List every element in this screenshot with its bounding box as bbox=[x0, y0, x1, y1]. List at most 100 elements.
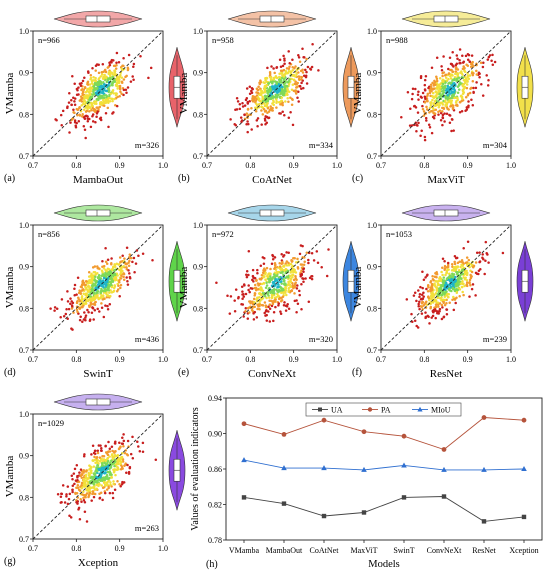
data-point bbox=[96, 293, 99, 297]
data-point bbox=[113, 263, 117, 267]
data-point bbox=[425, 287, 428, 291]
data-point bbox=[463, 69, 466, 73]
data-point bbox=[92, 291, 96, 295]
data-point bbox=[255, 316, 259, 319]
data-point bbox=[290, 265, 294, 269]
data-point bbox=[485, 251, 488, 255]
data-point bbox=[109, 294, 112, 298]
data-point bbox=[265, 76, 269, 80]
data-point bbox=[84, 316, 87, 319]
data-point bbox=[458, 59, 461, 62]
data-point bbox=[78, 471, 81, 474]
data-point bbox=[461, 61, 465, 64]
data-point bbox=[95, 483, 98, 487]
data-point bbox=[283, 57, 286, 60]
data-point bbox=[90, 453, 93, 456]
data-point bbox=[445, 313, 449, 316]
data-point bbox=[55, 119, 58, 122]
data-point bbox=[264, 310, 268, 313]
data-point bbox=[125, 91, 128, 94]
data-point bbox=[482, 61, 485, 64]
data-point bbox=[435, 288, 439, 291]
legend-frame bbox=[305, 402, 462, 417]
data-point bbox=[454, 101, 458, 104]
data-point bbox=[442, 71, 446, 74]
data-point bbox=[431, 94, 434, 98]
data-point bbox=[467, 258, 471, 262]
data-point bbox=[463, 86, 466, 90]
data-point bbox=[472, 65, 475, 68]
data-point bbox=[291, 275, 294, 279]
data-point bbox=[79, 497, 82, 501]
data-point bbox=[413, 291, 417, 294]
data-point bbox=[98, 76, 101, 80]
data-point bbox=[448, 301, 451, 305]
data-point bbox=[433, 282, 436, 285]
data-point bbox=[88, 293, 91, 296]
data-point bbox=[406, 91, 410, 94]
data-point bbox=[460, 263, 463, 266]
data-point bbox=[261, 95, 264, 99]
data-point bbox=[259, 79, 262, 82]
data-point bbox=[243, 284, 246, 287]
data-point bbox=[456, 261, 460, 265]
data-point bbox=[253, 294, 256, 297]
data-point bbox=[92, 465, 96, 468]
data-point bbox=[441, 266, 444, 270]
data-point bbox=[76, 276, 80, 279]
data-point bbox=[81, 320, 84, 323]
data-point bbox=[264, 278, 267, 281]
data-point bbox=[287, 116, 291, 119]
data-point bbox=[416, 111, 420, 114]
data-point bbox=[106, 267, 110, 270]
data-point bbox=[455, 62, 459, 65]
data-point bbox=[104, 304, 107, 307]
data-point bbox=[268, 303, 272, 306]
data-point bbox=[259, 91, 263, 95]
data-point bbox=[132, 62, 136, 66]
data-point bbox=[86, 308, 89, 312]
data-point bbox=[112, 482, 115, 486]
data-point bbox=[260, 282, 264, 286]
data-point bbox=[100, 283, 104, 286]
data-point bbox=[109, 280, 113, 283]
data-point bbox=[300, 269, 303, 272]
data-point bbox=[277, 276, 281, 279]
data-point bbox=[94, 286, 97, 290]
data-point bbox=[86, 282, 89, 285]
data-point bbox=[270, 289, 273, 293]
data-point bbox=[282, 75, 286, 78]
panel-label: (e) bbox=[178, 367, 189, 378]
data-point bbox=[478, 251, 481, 254]
data-point bbox=[91, 66, 94, 70]
data-point bbox=[127, 470, 131, 474]
data-point bbox=[119, 283, 123, 287]
data-point bbox=[96, 479, 99, 482]
data-point bbox=[133, 270, 136, 274]
data-point bbox=[99, 291, 102, 294]
data-point bbox=[71, 74, 74, 78]
data-point bbox=[106, 77, 110, 80]
data-point bbox=[454, 282, 458, 285]
data-point bbox=[70, 103, 73, 107]
data-point bbox=[421, 301, 425, 304]
data-point bbox=[462, 282, 465, 285]
data-point bbox=[289, 280, 293, 284]
data-point bbox=[94, 300, 97, 304]
data-point bbox=[280, 291, 283, 295]
data-point bbox=[138, 449, 142, 453]
data-point bbox=[488, 54, 492, 57]
data-point bbox=[417, 304, 420, 308]
data-point bbox=[118, 75, 122, 78]
data-point bbox=[281, 92, 284, 95]
data-point bbox=[449, 77, 453, 80]
data-point bbox=[108, 470, 112, 473]
data-point bbox=[59, 315, 62, 319]
data-point bbox=[110, 83, 113, 87]
data-point bbox=[99, 475, 103, 478]
x-tick-label: 0.9 bbox=[115, 161, 125, 170]
scatter-panel-f: 0.7 0.8 0.9 1.00.70.80.91.0n=1053m=239ResNe… bbox=[352, 204, 534, 380]
data-point bbox=[117, 284, 120, 288]
data-point bbox=[438, 103, 441, 107]
data-point bbox=[296, 267, 300, 270]
